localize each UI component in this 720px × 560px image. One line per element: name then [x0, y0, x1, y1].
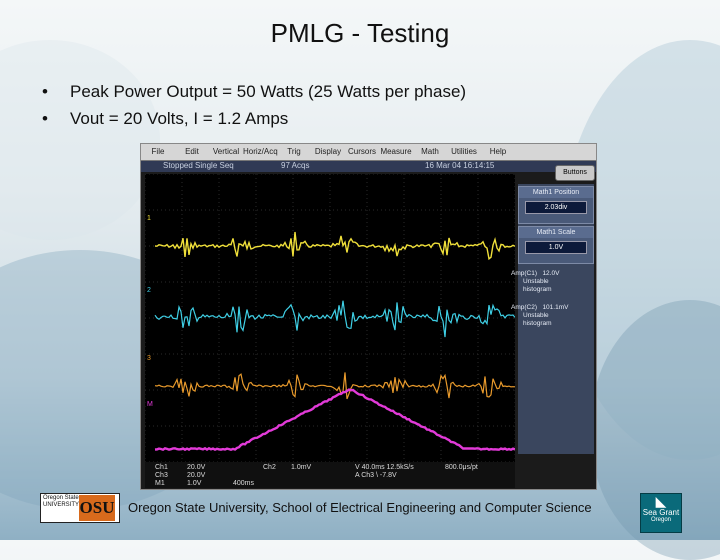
bullet-list: • Peak Power Output = 50 Watts (25 Watts …	[42, 78, 466, 132]
measurement-name: Amp(C1)	[511, 270, 538, 277]
oscilloscope-screenshot: File Edit Vertical Horiz/Acq Trig Display Curs…	[140, 143, 597, 490]
osu-name: Oregon State	[43, 495, 79, 501]
trace-channel-3	[154, 372, 516, 400]
measurement-value: 101.1mV	[542, 304, 569, 311]
math-position-value[interactable]: 2.03div	[525, 201, 587, 214]
trace-channel-1	[154, 231, 516, 261]
readout-ch3-value: 20.0V	[187, 472, 206, 479]
math-marker: M	[147, 401, 153, 408]
menu-edit[interactable]: Edit	[185, 147, 199, 156]
sea-grant-logo: ◣ Sea Grant Oregon	[640, 493, 682, 533]
osu-sub: UNIVERSITY	[43, 502, 80, 508]
bullet-text: Peak Power Output = 50 Watts (25 Watts p…	[70, 82, 467, 101]
side-menu: Math1 Position 2.03div Math1 Scale 1.0V	[518, 184, 594, 454]
measurement-status: Unstable	[523, 312, 549, 319]
readout-math-value: 1.0V	[187, 480, 202, 487]
readout-ch2-value: 1.0mV	[291, 464, 312, 471]
readout-ch2-label: Ch2	[263, 464, 276, 471]
scope-menubar: File Edit Vertical Horiz/Acq Trig Display Curs…	[141, 144, 596, 161]
readout-ch1-value: 20.0V	[187, 464, 206, 471]
scope-timestamp: 16 Mar 04 16:14:15	[425, 161, 495, 170]
math-scale-value[interactable]: 1.0V	[525, 241, 587, 254]
buttons-button[interactable]: Buttons	[555, 165, 595, 181]
background-wave	[0, 40, 160, 240]
trace-channel-2	[154, 300, 516, 338]
waveform-graph: 1 2 3 M	[144, 173, 516, 463]
scope-statusbar: Stopped Single Seq 97 Acqs 16 Mar 04 16:…	[141, 161, 596, 172]
footer-text: Oregon State University, School of Elect…	[128, 500, 592, 515]
channel-2-marker: 2	[147, 287, 151, 294]
bullet-glyph: •	[42, 82, 48, 101]
readout-math-label: M1	[155, 480, 165, 487]
readout-ch3-label: Ch3	[155, 472, 168, 479]
osu-logo: Oregon State UNIVERSITY OSU	[40, 493, 120, 523]
waveform-display: 1 2 3 M	[144, 173, 516, 463]
menu-display[interactable]: Display	[314, 147, 342, 156]
menu-vertical[interactable]: Vertical	[212, 147, 240, 156]
channel-3-marker: 3	[147, 355, 151, 362]
menu-utilities[interactable]: Utilities	[451, 147, 477, 156]
readout-resolution: 800.0μs/pt	[445, 464, 478, 471]
panel-header: Math1 Position	[519, 187, 593, 198]
bullet-item: • Peak Power Output = 50 Watts (25 Watts …	[42, 78, 466, 105]
sea-grant-name: Sea Grant	[642, 508, 680, 517]
measurement-amp-c1: Amp(C1) 12.0V Unstable histogram	[511, 270, 595, 294]
panel-header: Math1 Scale	[519, 227, 593, 238]
acquisition-status: Stopped Single Seq	[163, 161, 234, 170]
measurement-mode: histogram	[523, 320, 552, 327]
measurement-mode: histogram	[523, 286, 552, 293]
measurement-amp-c2: Amp(C2) 101.1mV Unstable histogram	[511, 304, 595, 328]
trace-math	[154, 388, 516, 452]
readout-timebase: 400ms	[233, 480, 255, 487]
osu-mark: OSU	[79, 495, 115, 521]
math-position-panel[interactable]: Math1 Position 2.03div	[518, 186, 594, 224]
menu-help[interactable]: Help	[489, 147, 507, 156]
menu-horiz-acq[interactable]: Horiz/Acq	[243, 147, 278, 156]
osu-logo-text: Oregon State UNIVERSITY	[41, 495, 79, 521]
acquisition-count: 97 Acqs	[281, 161, 310, 170]
readout-horizontal: V 40.0ms 12.5kS/s	[355, 464, 414, 471]
menu-cursors[interactable]: Cursors	[347, 147, 376, 156]
menu-math[interactable]: Math	[421, 147, 439, 156]
measurement-name: Amp(C2)	[511, 304, 538, 311]
bullet-text: Vout = 20 Volts, I = 1.2 Amps	[70, 109, 289, 128]
measurement-status: Unstable	[523, 278, 549, 285]
bullet-glyph: •	[42, 109, 48, 128]
math-scale-panel[interactable]: Math1 Scale 1.0V	[518, 226, 594, 264]
channel-1-marker: 1	[147, 215, 151, 222]
slide-title: PMLG - Testing	[270, 18, 450, 48]
readout-trigger: A Ch3 \ -7.8V	[355, 472, 397, 479]
bullet-item: • Vout = 20 Volts, I = 1.2 Amps	[42, 105, 466, 132]
scope-readout: Ch1 20.0V Ch2 1.0mV Ch3 20.0V M1 1.0V 40…	[145, 462, 515, 488]
readout-ch1-label: Ch1	[155, 464, 168, 471]
menu-trig[interactable]: Trig	[287, 147, 301, 156]
menu-measure[interactable]: Measure	[380, 147, 412, 156]
sea-grant-sub: Oregon	[650, 517, 671, 523]
measurement-value: 12.0V	[542, 270, 560, 277]
fin-icon: ◣	[655, 493, 667, 509]
menu-file[interactable]: File	[151, 147, 165, 156]
